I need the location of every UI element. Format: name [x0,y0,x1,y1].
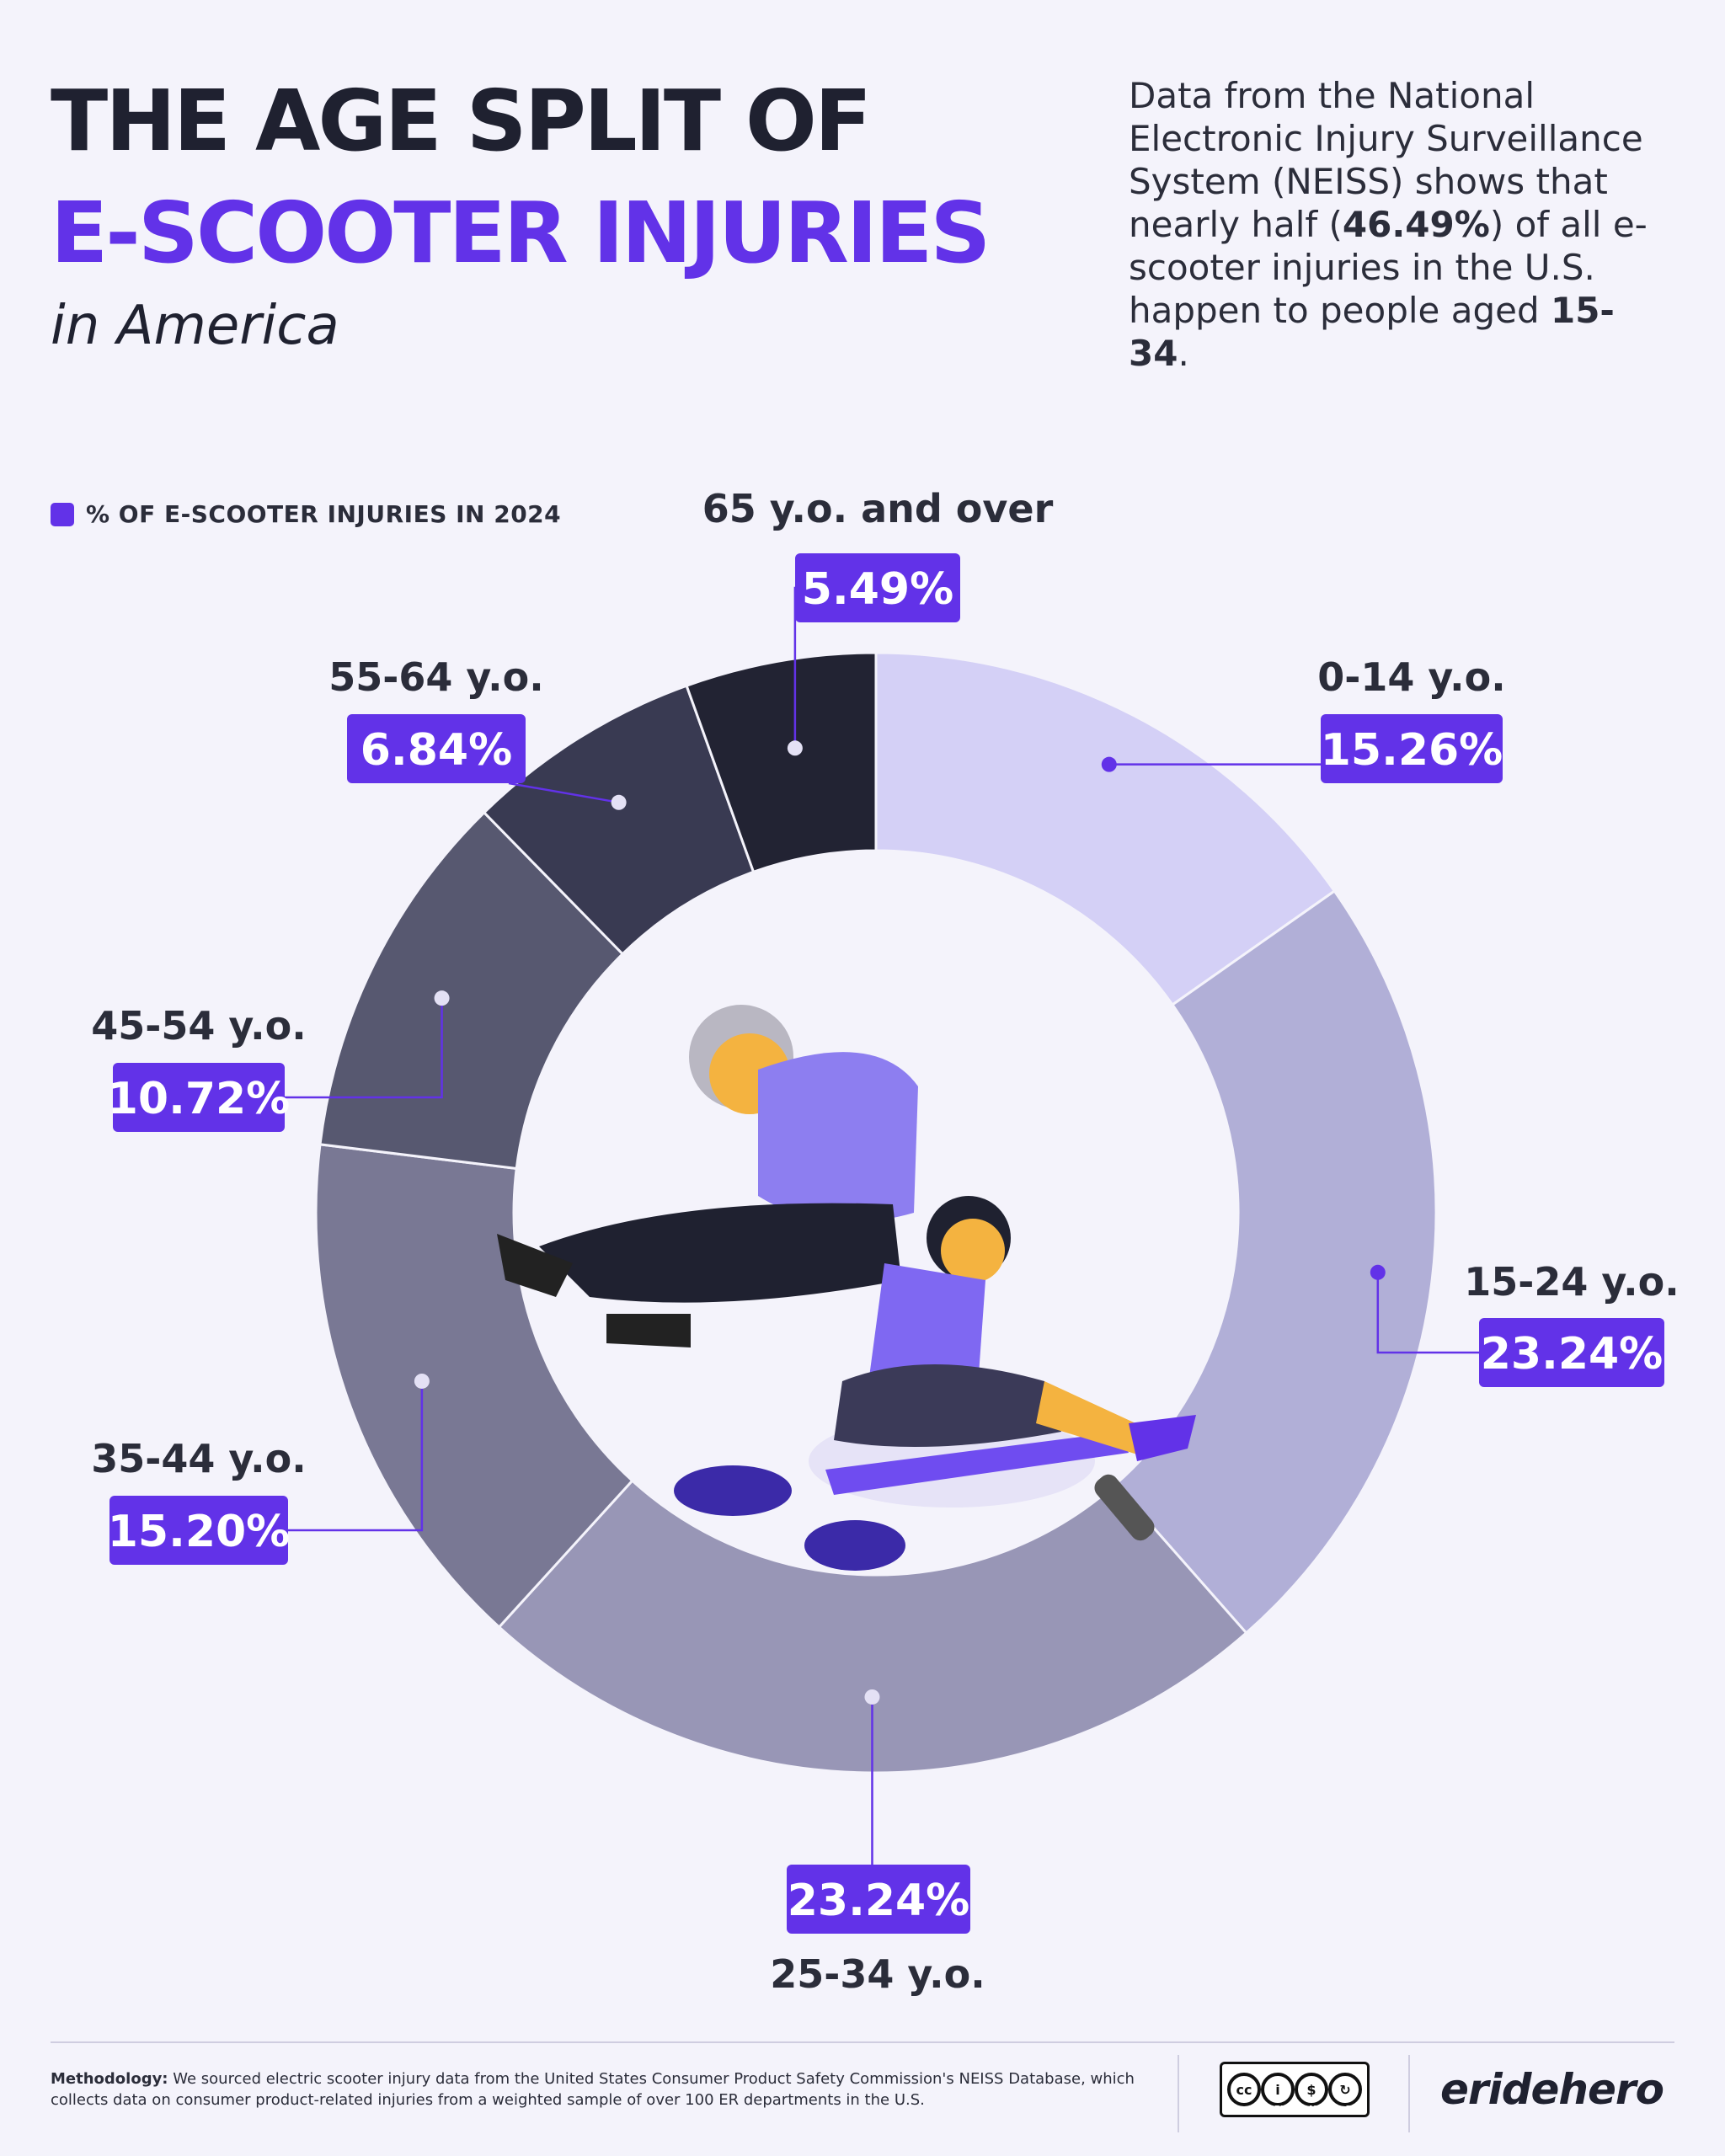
footer-separator [1408,2055,1410,2132]
license-nc: NC [1309,2104,1324,2115]
category-label-3: 35-44 y.o. [91,1436,306,1481]
value-label-box-1 [1479,1318,1664,1387]
value-label-box-4 [113,1063,285,1132]
value-label-3: 15.20% [108,1507,291,1557]
title-line-1: THE AGE SPLIT OF [51,72,872,170]
methodology-note: Methodology: We sourced electric scooter… [51,2068,1146,2111]
donut-slice-0 [874,651,1337,1007]
donut-slice-6 [685,651,878,874]
value-label-box-3 [109,1496,288,1565]
value-label-4: 10.72% [108,1074,291,1124]
value-label-box-0 [1321,714,1503,783]
donut-slice-1 [1114,889,1438,1636]
license-labels: BY NC SA [1263,2104,1370,2115]
value-label-box-5 [347,714,526,783]
callout-dot-2 [864,1689,880,1705]
donut-slice-3 [314,1143,634,1630]
intro-text: Data from the National Electronic Injury… [1129,74,1668,375]
value-label-6: 5.49% [802,564,953,615]
value-label-box-2 [787,1865,970,1934]
value-label-box-6 [795,553,960,622]
sharealike-icon: ↻ [1328,2073,1362,2106]
subtitle: in America [51,295,339,357]
methodology-text: We sourced electric scooter injury data … [51,2070,1135,2109]
donut-slice-2 [497,1478,1248,1774]
callout-dot-3 [414,1373,430,1389]
callout-dot-5 [611,794,627,810]
callout-line-1 [1376,1272,1479,1354]
methodology-label: Methodology: [51,2070,168,2088]
value-label-2: 23.24% [788,1876,970,1926]
footer-separator [1178,2055,1179,2132]
creative-commons-badge: cc i $ ↻ [1220,2062,1370,2117]
category-label-6: 65 y.o. and over [702,486,1054,531]
callout-dot-1 [1370,1264,1386,1280]
license-sa: SA [1344,2104,1359,2115]
noncommercial-icon: $ [1295,2073,1328,2106]
category-label-2: 25-34 y.o. [770,1951,985,1997]
value-label-1: 23.24% [1481,1329,1664,1380]
license-by: BY [1274,2104,1288,2115]
category-label-1: 15-24 y.o. [1464,1259,1679,1305]
category-label-4: 45-54 y.o. [91,1003,306,1049]
intro-part-3: . [1178,333,1189,374]
category-label-0: 0-14 y.o. [1317,654,1505,700]
legend-label: % OF E-SCOOTER INJURIES IN 2024 [86,500,562,528]
scooter-accident-illustration [497,1005,1196,1571]
intro-highlight-percent: 46.49% [1342,204,1490,245]
category-label-5: 55-64 y.o. [328,654,543,700]
chart-legend: % OF E-SCOOTER INJURIES IN 2024 [51,500,561,528]
legend-swatch [51,502,74,526]
intro-part-2: ) of all e-scooter injuries in the U.S. … [1129,204,1648,331]
value-label-0: 15.26% [1321,725,1503,776]
value-label-5: 6.84% [360,725,512,776]
callout-dot-6 [787,740,803,756]
callout-dot-4 [434,990,450,1006]
brand-logo: eridehero [1440,2065,1664,2114]
callout-line-4 [285,998,443,1099]
intro-highlight-ages: 15-34 [1129,290,1615,374]
title-line-2: E-SCOOTER INJURIES [51,184,991,282]
callout-line-3 [288,1380,424,1532]
cc-icon: cc [1227,2073,1261,2106]
slice-labels: 15.26% 0-14 y.o. 23.24% 15-24 y.o. 23.24% 25-… [91,486,1679,1997]
footer-divider [51,2041,1674,2043]
callout-dot-0 [1101,756,1117,772]
intro-part-1: Data from the National Electronic Injury… [1129,75,1643,245]
callout-line-5 [508,782,619,804]
attribution-icon: i [1261,2073,1295,2106]
donut-chart: 15.26% 0-14 y.o. 23.24% 15-24 y.o. 23.24% 25-… [91,486,1679,1997]
donut-slices [314,651,1438,1774]
